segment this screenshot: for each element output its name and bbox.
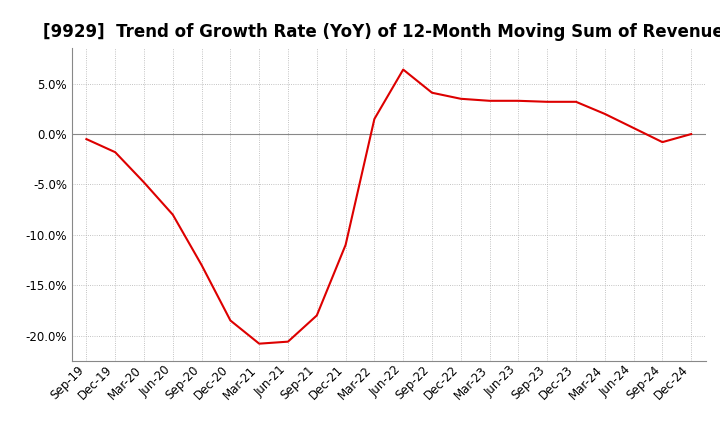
- Title: [9929]  Trend of Growth Rate (YoY) of 12-Month Moving Sum of Revenues: [9929] Trend of Growth Rate (YoY) of 12-…: [43, 23, 720, 41]
